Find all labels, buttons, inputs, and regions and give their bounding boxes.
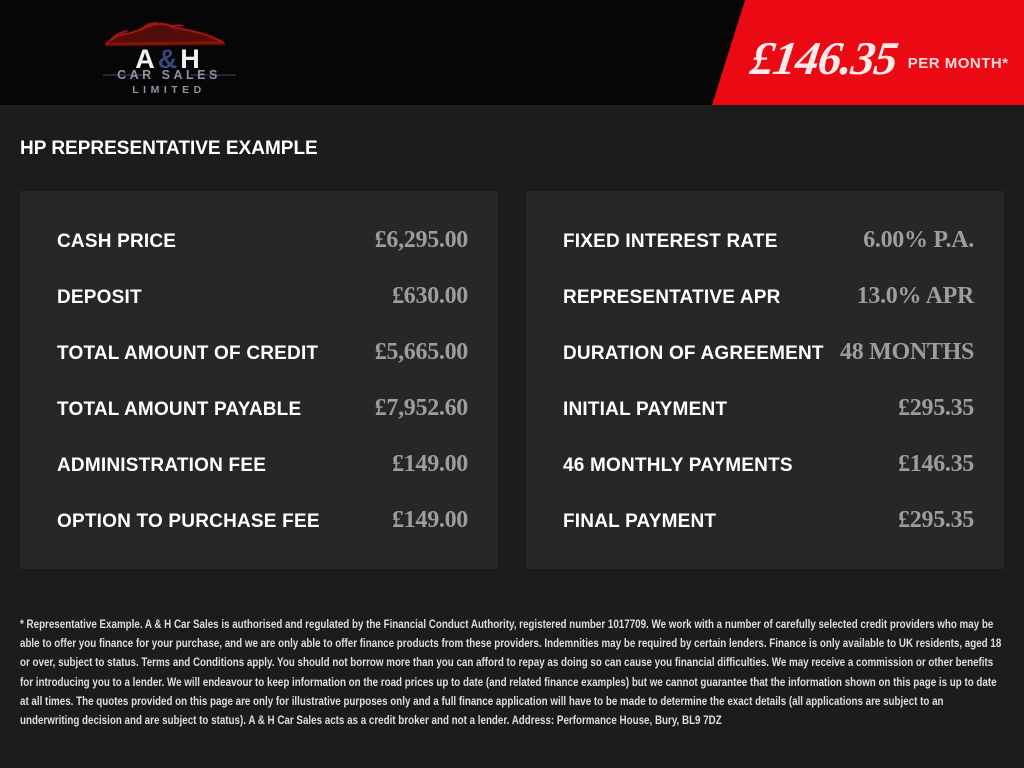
svg-text:LIMITED: LIMITED <box>132 84 206 95</box>
svg-text:CAR SALES: CAR SALES <box>117 68 221 82</box>
